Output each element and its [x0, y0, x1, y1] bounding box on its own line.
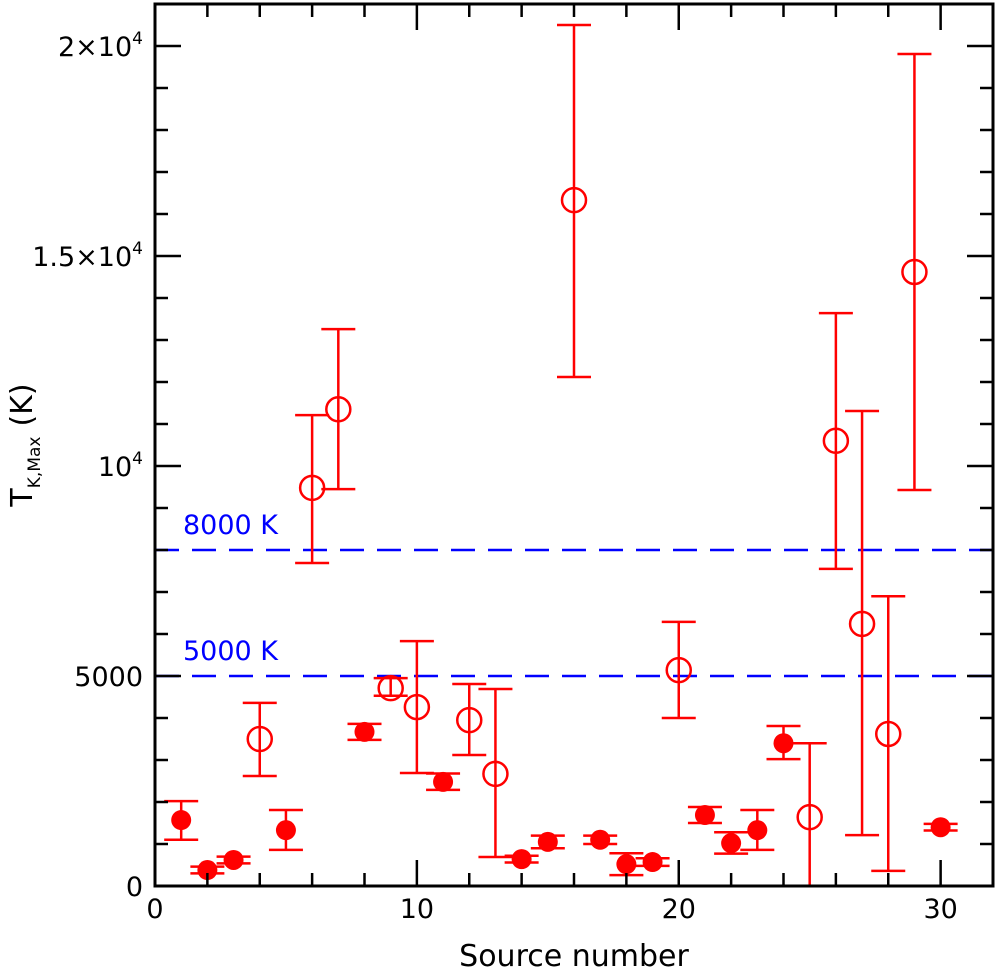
data-point [897, 52, 932, 492]
filled-marker [721, 833, 742, 854]
open-marker [298, 474, 326, 502]
open-marker [456, 706, 483, 734]
data-point [530, 831, 565, 852]
filled-marker [930, 817, 951, 838]
filled-marker [694, 805, 715, 826]
filled-marker [275, 820, 296, 841]
data-point [452, 682, 487, 757]
y-tick-label: 0 [126, 872, 143, 903]
filled-marker [354, 721, 375, 742]
open-marker [848, 610, 876, 638]
data-point [164, 799, 199, 842]
x-tick-label: 10 [400, 894, 434, 925]
open-marker [665, 656, 692, 684]
data-point [687, 805, 722, 826]
data-point [242, 701, 277, 778]
filled-marker [537, 831, 558, 852]
filled-marker [223, 849, 244, 870]
open-marker [377, 674, 404, 702]
filled-marker [773, 733, 794, 754]
open-marker [875, 720, 902, 748]
data-point [740, 808, 775, 852]
open-marker [403, 693, 431, 721]
y-tick-label: 104 [98, 449, 143, 483]
data-point [557, 23, 591, 379]
x-axis-label: Source number [459, 939, 689, 971]
y-tick-label-base: 1.5×10 [32, 242, 132, 273]
data-point [792, 741, 827, 888]
open-marker [325, 396, 352, 423]
reference-lines: 8000 K 5000 K [155, 510, 993, 678]
filled-marker [590, 829, 611, 850]
y-tick-label: 5000 [74, 662, 143, 693]
y-axis-label: TK,Max (K) [5, 383, 45, 507]
data-point [426, 771, 461, 792]
filled-marker [747, 820, 768, 841]
data-point [714, 830, 749, 855]
y-tick-label-exponent: 4 [132, 449, 143, 469]
y-tick-label-base: 0 [126, 872, 143, 903]
open-marker [560, 186, 588, 214]
y-tick-label-exponent: 4 [132, 29, 143, 49]
data-point [478, 687, 513, 859]
y-tick-label-exponent: 4 [132, 239, 143, 259]
x-tick-label: 0 [146, 894, 163, 925]
open-marker [822, 427, 850, 455]
data-point [766, 724, 801, 761]
filled-marker [433, 771, 454, 792]
y-axis-label-main: T [5, 488, 40, 508]
data-point [871, 594, 906, 873]
y-tick-label-base: 10 [98, 452, 132, 483]
open-marker [246, 725, 273, 753]
data-point [216, 849, 251, 870]
filled-marker [511, 849, 532, 870]
data-point [635, 852, 670, 873]
filled-marker [171, 810, 192, 831]
data-point [845, 409, 880, 837]
data-point [504, 849, 539, 870]
data-point [321, 327, 356, 491]
data-point [295, 413, 330, 565]
y-tick-label: 1.5×104 [32, 239, 143, 273]
data-point [373, 674, 408, 702]
y-tick-label: 2×104 [58, 29, 143, 63]
filled-marker [197, 860, 218, 881]
data-point [399, 639, 434, 775]
x-tick-label: 30 [923, 894, 957, 925]
data-point [609, 851, 644, 877]
filled-marker [616, 854, 637, 875]
data-point [583, 829, 618, 850]
data-points [164, 23, 958, 888]
y-axis-label-subscript: K,Max [25, 437, 45, 489]
x-tick-label: 20 [662, 894, 696, 925]
y-axis-label-unit: (K) [5, 383, 40, 426]
filled-marker [642, 852, 663, 873]
data-point [818, 311, 853, 571]
data-point [923, 817, 958, 838]
open-marker [796, 803, 823, 831]
y-tick-label-base: 5000 [74, 662, 143, 693]
open-marker [482, 760, 509, 788]
data-point [268, 808, 303, 852]
data-point [661, 620, 696, 720]
open-marker [901, 258, 928, 286]
reference-line-label: 5000 K [183, 636, 279, 667]
reference-line-label: 8000 K [183, 510, 279, 541]
y-tick-label-base: 2×10 [58, 32, 132, 63]
data-point [347, 721, 382, 742]
